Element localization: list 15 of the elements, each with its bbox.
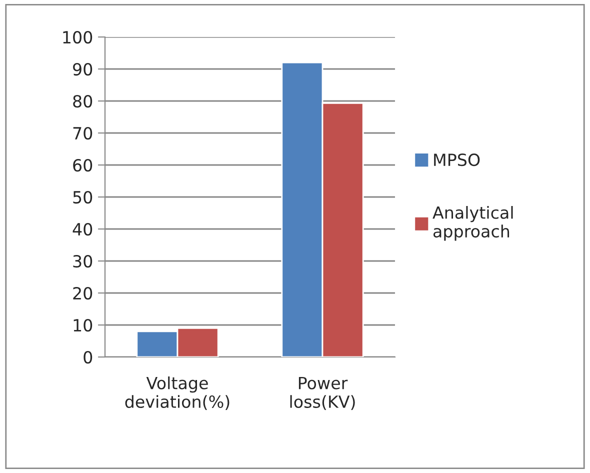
y-tick-label: 100 <box>63 30 92 44</box>
y-tick-label: 40 <box>72 222 92 236</box>
y-tick-label: 20 <box>73 286 92 300</box>
y-tick-label: 50 <box>73 190 92 204</box>
y-tick-label: 30 <box>73 254 92 268</box>
y-tick-label: 90 <box>73 62 92 76</box>
x-tick-label: Power loss(KV) <box>290 376 355 410</box>
y-tick-label: 60 <box>73 158 92 172</box>
y-tick-label: 0 <box>84 350 92 364</box>
y-tick-label: 70 <box>73 126 92 140</box>
legend-label: MPSO <box>434 154 480 166</box>
x-tick-label: Voltage deviation(%) <box>125 376 230 410</box>
y-tick-label: 80 <box>73 94 92 108</box>
legend-label: Analytical approach <box>432 206 513 241</box>
y-tick-label: 10 <box>74 318 92 332</box>
